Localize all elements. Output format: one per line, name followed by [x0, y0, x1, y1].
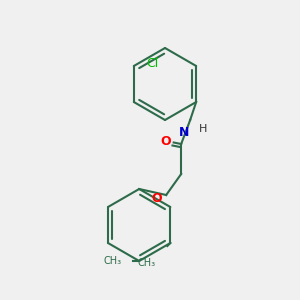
Text: O: O — [160, 134, 171, 148]
Text: CH₃: CH₃ — [137, 258, 155, 268]
Text: Cl: Cl — [146, 56, 158, 70]
Text: CH₃: CH₃ — [103, 256, 121, 266]
Text: N: N — [179, 126, 189, 139]
Text: O: O — [151, 191, 162, 205]
Text: H: H — [199, 124, 208, 134]
